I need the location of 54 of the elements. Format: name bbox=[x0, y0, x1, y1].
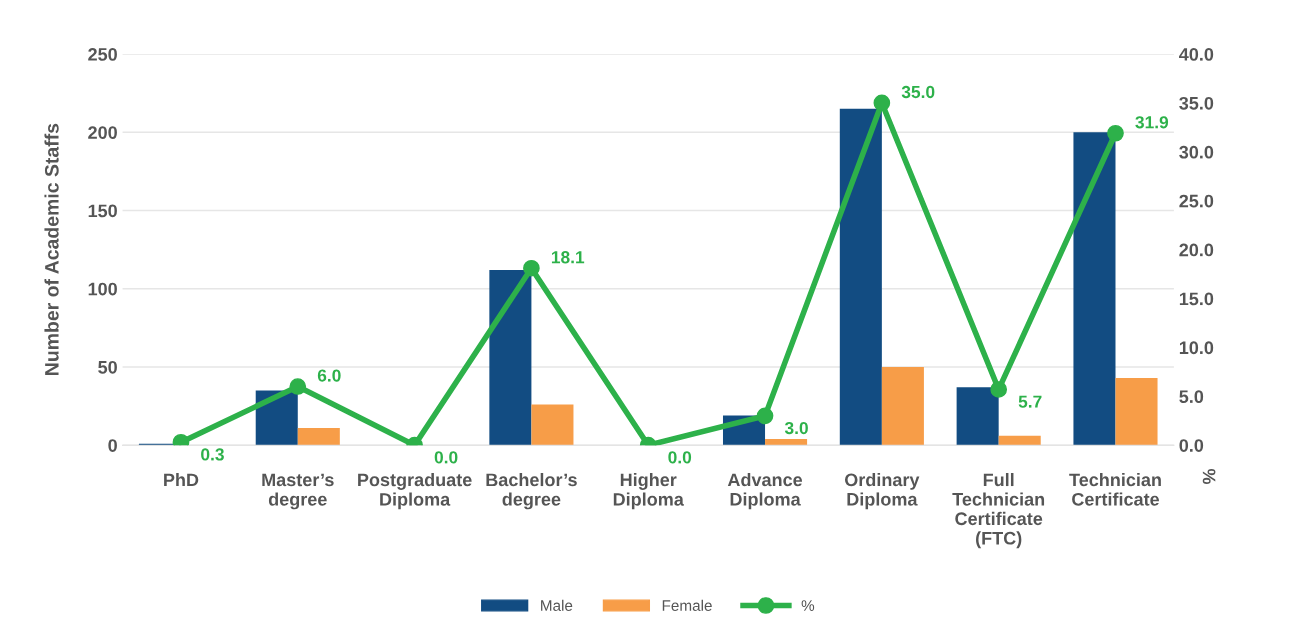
point bbox=[873, 94, 891, 112]
bar bbox=[531, 404, 574, 446]
y-tick-label: 150 bbox=[88, 204, 117, 218]
y2-axis-title: % bbox=[1202, 468, 1216, 485]
legend-label: Female bbox=[662, 599, 712, 611]
data-label: 31.9 bbox=[1135, 116, 1169, 129]
y2-tick-label: 20.0 bbox=[1179, 243, 1214, 257]
bar bbox=[489, 269, 532, 446]
bar bbox=[297, 427, 340, 446]
x-tick-label: Postgraduate Diploma bbox=[358, 472, 472, 510]
y2-tick-label: 15.0 bbox=[1179, 292, 1214, 306]
point bbox=[990, 381, 1008, 398]
data-label: 3.0 bbox=[784, 421, 808, 435]
y-tick-label: 50 bbox=[98, 360, 117, 374]
bar bbox=[1115, 377, 1158, 446]
point bbox=[1107, 124, 1124, 142]
bar bbox=[765, 438, 808, 446]
data-label: 0.0 bbox=[668, 451, 692, 464]
bar bbox=[839, 108, 882, 446]
legend-label: % bbox=[801, 600, 815, 611]
y2-tick-label: 25.0 bbox=[1179, 194, 1214, 208]
point bbox=[523, 259, 540, 277]
y2-tick-label: 35.0 bbox=[1179, 96, 1214, 110]
x-tick-label: Master’s degree bbox=[262, 473, 334, 510]
x-tick-label: Full Technician Certificate (FTC) bbox=[952, 472, 1045, 549]
x-tick-label: Advance Diploma bbox=[727, 472, 803, 510]
bar bbox=[956, 387, 999, 446]
data-label: 0.0 bbox=[434, 451, 458, 464]
data-label: 0.3 bbox=[201, 448, 224, 461]
x-tick-label: Higher Diploma bbox=[613, 472, 684, 510]
y-axis-title: Number of Academic Staffs bbox=[44, 123, 59, 375]
y2-tick-label: 5.0 bbox=[1179, 390, 1204, 404]
bar bbox=[1073, 132, 1116, 446]
x-tick-label: Ordinary Diploma bbox=[844, 472, 920, 510]
point bbox=[756, 407, 774, 425]
data-label: 35.0 bbox=[901, 85, 935, 99]
y2-tick-label: 0.0 bbox=[1179, 439, 1204, 452]
data-label: 18.1 bbox=[551, 251, 585, 264]
y-tick-label: 0 bbox=[108, 439, 117, 452]
point bbox=[289, 378, 307, 395]
y-tick-label: 200 bbox=[88, 126, 117, 140]
bar bbox=[881, 366, 924, 446]
x-tick-label: Technician Certificate bbox=[1069, 472, 1161, 506]
legend-label: Male bbox=[541, 599, 573, 611]
bar bbox=[998, 435, 1041, 446]
x-tick-label: PhD bbox=[164, 472, 199, 487]
y2-tick-label: 10.0 bbox=[1179, 341, 1214, 355]
data-label: 5.7 bbox=[1018, 395, 1042, 408]
y-tick-label: 100 bbox=[88, 282, 117, 296]
x-tick-label: Bachelor’s degree bbox=[486, 472, 577, 510]
y2-tick-label: 40.0 bbox=[1179, 47, 1214, 61]
data-label: 6.0 bbox=[317, 369, 341, 382]
y-tick-label: 250 bbox=[88, 47, 117, 61]
y2-tick-label: 30.0 bbox=[1179, 145, 1214, 159]
